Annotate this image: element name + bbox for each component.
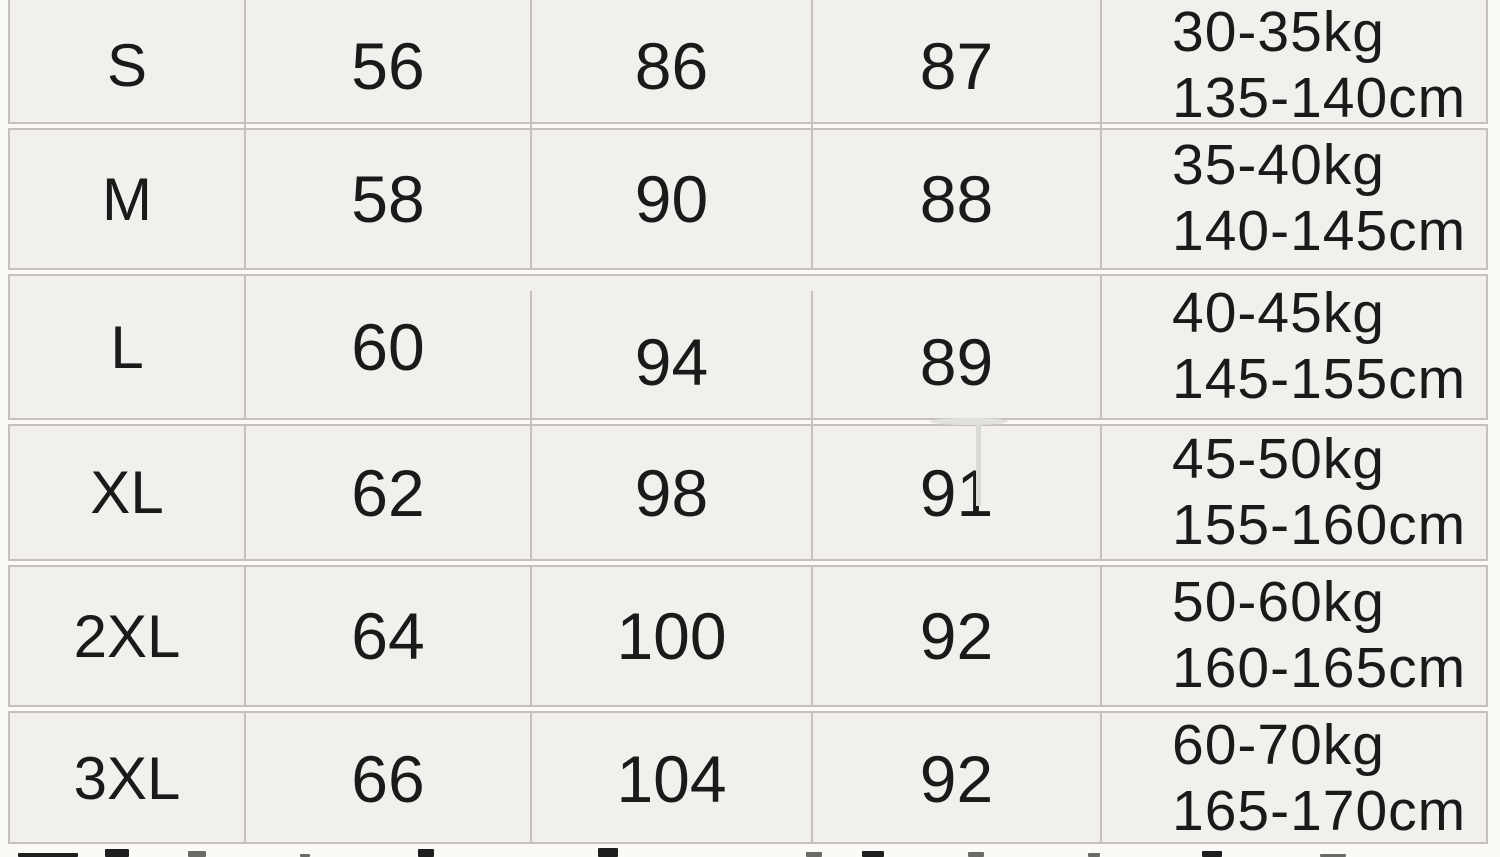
- size-cell: 2XL: [73, 602, 181, 670]
- fit-cell: 30-35kg 135-140cm: [1100, 0, 1486, 132]
- cut-off-text-remnant: [598, 848, 618, 857]
- value-cell: 90: [530, 130, 811, 268]
- table-row: S 56 86 87 30-35kg 135-140cm: [8, 0, 1488, 132]
- cut-off-text-remnant: [862, 851, 884, 857]
- size-cell: XL: [90, 459, 164, 526]
- cut-off-text-remnant: [806, 852, 822, 857]
- fit-height: 140-145cm: [1172, 199, 1467, 263]
- value-cell: 66: [244, 713, 530, 845]
- fit-weight: 35-40kg: [1172, 133, 1385, 198]
- value-cell: 56: [244, 0, 530, 132]
- value-cell: 86: [530, 0, 811, 132]
- table-row: 3XL 66 104 92 60-70kg 165-170cm: [8, 711, 1488, 845]
- fit-weight: 45-50kg: [1172, 426, 1385, 491]
- fit-height: 135-140cm: [1172, 65, 1467, 130]
- cut-off-text-remnant: [188, 851, 206, 857]
- cut-off-text-remnant: [1320, 854, 1346, 857]
- value-cell: 87: [811, 0, 1100, 132]
- value-cell: 92: [811, 567, 1100, 705]
- table-row: XL 62 98 91 45-50kg 155-160cm: [8, 424, 1488, 561]
- size-chart-table: S 56 86 87 30-35kg 135-140cm M 58 90 88 …: [8, 0, 1488, 848]
- fit-height: 160-165cm: [1172, 636, 1467, 700]
- value-cell: 100: [530, 567, 811, 705]
- size-cell: 3XL: [73, 745, 181, 813]
- cut-off-text-remnant: [968, 852, 984, 857]
- fit-cell: 45-50kg 155-160cm: [1100, 426, 1486, 559]
- value-cell: 60: [244, 276, 530, 418]
- fit-cell: 60-70kg 165-170cm: [1100, 713, 1486, 845]
- table-row: M 58 90 88 35-40kg 140-145cm: [8, 128, 1488, 270]
- cut-off-text-remnant: [18, 853, 78, 857]
- table-row: L 60 94 89 40-45kg 145-155cm: [8, 274, 1488, 433]
- cut-off-text-remnant: [105, 849, 129, 857]
- value-cell: 91: [811, 426, 1100, 559]
- size-cell: L: [110, 313, 144, 381]
- ghost-artifact: [976, 424, 981, 506]
- value-cell: 62: [244, 426, 530, 559]
- fit-cell: 35-40kg 140-145cm: [1100, 130, 1486, 268]
- fit-weight: 50-60kg: [1172, 570, 1385, 635]
- size-cell: S: [106, 32, 148, 100]
- cut-off-text-remnant: [300, 854, 310, 857]
- value-cell: 98: [530, 426, 811, 559]
- value-cell: 94: [530, 291, 811, 433]
- fit-weight: 30-35kg: [1172, 0, 1385, 64]
- fit-weight: 60-70kg: [1172, 713, 1385, 777]
- fit-height: 155-160cm: [1172, 492, 1467, 557]
- cut-off-text-line: [0, 846, 1500, 857]
- value-cell: 88: [811, 130, 1100, 268]
- fit-height: 165-170cm: [1172, 778, 1467, 843]
- value-cell: 104: [530, 713, 811, 845]
- ghost-artifact: [930, 418, 1008, 425]
- fit-height: 145-155cm: [1172, 347, 1467, 411]
- fit-cell: 40-45kg 145-155cm: [1100, 276, 1486, 418]
- size-cell: M: [102, 165, 152, 233]
- value-cell: 89: [811, 291, 1100, 433]
- cut-off-text-remnant: [418, 849, 434, 857]
- value-cell: 92: [811, 713, 1100, 845]
- value-cell: 64: [244, 567, 530, 705]
- table-row: 2XL 64 100 92 50-60kg 160-165cm: [8, 565, 1488, 707]
- fit-cell: 50-60kg 160-165cm: [1100, 567, 1486, 705]
- cut-off-text-remnant: [1202, 851, 1222, 857]
- value-cell: 58: [244, 130, 530, 268]
- cut-off-text-remnant: [1088, 853, 1100, 857]
- fit-weight: 40-45kg: [1172, 281, 1385, 346]
